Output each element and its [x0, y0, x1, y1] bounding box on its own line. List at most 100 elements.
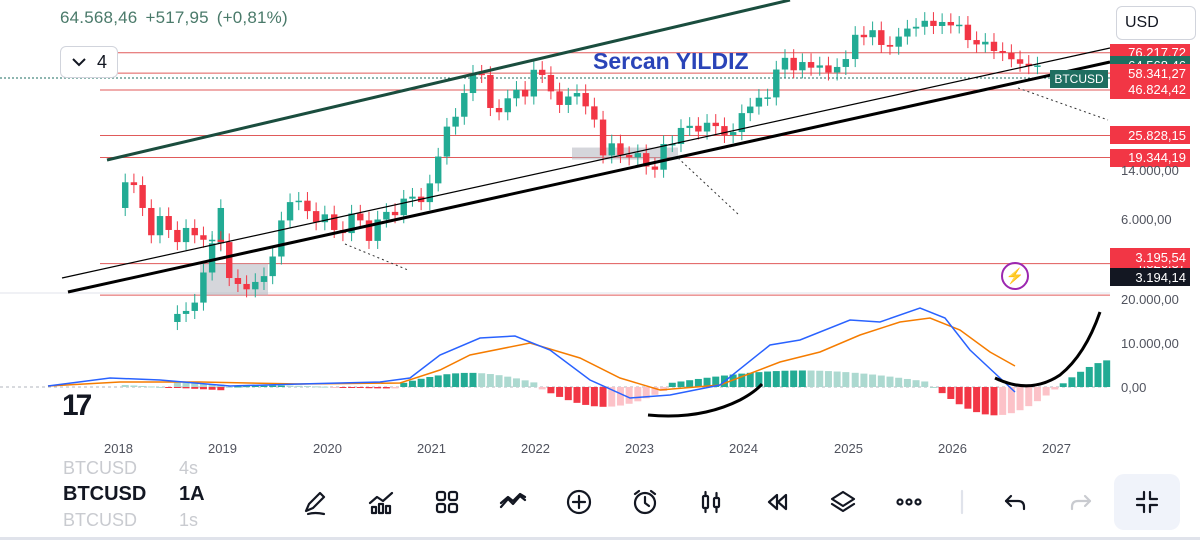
projection-line — [677, 157, 739, 215]
macd-histogram-bar — [886, 376, 894, 387]
candle-body — [599, 119, 607, 156]
macd-histogram-bar — [330, 387, 338, 388]
lightning-icon[interactable]: ⚡ — [1001, 262, 1029, 290]
price-tag: 3.195,54 — [1110, 248, 1190, 266]
replay-button[interactable] — [744, 474, 810, 530]
macd-histogram-bar — [999, 387, 1007, 415]
macd-histogram-bar — [478, 373, 486, 387]
candle-body — [286, 202, 294, 221]
compare-icon — [499, 492, 527, 509]
candle-body — [964, 24, 972, 41]
candle-body — [729, 132, 737, 135]
rewind-icon — [767, 493, 788, 511]
symbol-list-item[interactable]: BTCUSD 1A — [63, 479, 303, 509]
candle-body — [260, 276, 268, 282]
symbol-list-item[interactable]: BTCUSD 1s — [63, 509, 303, 531]
time-axis-label: 2022 — [521, 441, 550, 456]
redo-icon — [1070, 494, 1092, 511]
tradingview-logo: 17 — [62, 389, 92, 422]
alarm-clock-icon — [633, 489, 657, 515]
redo-button[interactable] — [1048, 474, 1114, 530]
currency-selector[interactable]: USD — [1116, 6, 1196, 40]
compare-button[interactable] — [480, 474, 546, 530]
candle-body — [1008, 52, 1015, 60]
candle-body — [148, 207, 155, 236]
macd-histogram-bar — [981, 387, 989, 415]
macd-histogram-bar — [156, 386, 164, 388]
macd-line — [47, 307, 1016, 399]
price-change: +517,95 — [145, 8, 209, 27]
more-button[interactable] — [876, 474, 942, 530]
macd-histogram-bar — [460, 372, 468, 387]
idea-button[interactable] — [1180, 474, 1200, 530]
candle-body — [1016, 59, 1024, 64]
chart-canvas[interactable] — [0, 0, 1200, 470]
symbol-list-item[interactable]: BTCUSD 4s — [63, 457, 303, 479]
candle-body — [921, 20, 928, 27]
candle-body — [234, 278, 242, 284]
candle-body — [625, 155, 633, 158]
templates-button[interactable] — [414, 474, 480, 530]
candle-body — [773, 69, 780, 98]
candle-body — [565, 96, 572, 105]
undo-button[interactable] — [982, 474, 1048, 530]
candle-body — [487, 74, 494, 108]
collapse-button[interactable] — [1114, 474, 1180, 530]
candle-body — [217, 239, 225, 243]
candle-body — [513, 89, 520, 99]
time-axis-label: 2024 — [729, 441, 758, 456]
candle-body — [895, 36, 902, 47]
macd-histogram-bar — [426, 376, 434, 387]
chart-type-button[interactable] — [678, 474, 744, 530]
macd-histogram-bar — [651, 387, 659, 395]
macd-histogram-bar — [798, 370, 806, 387]
bottom-toolbar — [282, 474, 1200, 530]
candle-body — [738, 113, 746, 133]
macd-histogram-bar — [616, 387, 624, 406]
macd-histogram-bar — [199, 383, 207, 387]
add-button[interactable] — [546, 474, 612, 530]
projection-line — [344, 243, 409, 271]
time-axis-label: 2021 — [417, 441, 446, 456]
candles-icon — [701, 490, 721, 514]
candle-body — [208, 243, 216, 273]
price-tag: 19.344,19 — [1110, 148, 1190, 167]
interval-selector[interactable]: 4 — [60, 46, 118, 78]
candle-body — [278, 220, 285, 257]
macd-histogram-bar — [973, 387, 981, 413]
macd-histogram-bar — [269, 385, 277, 387]
macd-histogram-bar — [860, 373, 868, 387]
last-price: 64.568,46 — [60, 8, 138, 27]
price-tag: 25.828,15 — [1110, 126, 1190, 145]
candle-body — [886, 44, 894, 47]
candle-body — [686, 125, 693, 128]
macd-histogram-bar — [365, 387, 373, 389]
candle-body — [582, 93, 589, 107]
candle-body — [435, 156, 442, 184]
macd-histogram-bar — [1042, 387, 1050, 396]
macd-histogram-bar — [382, 387, 390, 389]
macd-histogram-bar — [173, 387, 181, 388]
macd-histogram-bar — [303, 386, 311, 388]
candle-body — [295, 200, 302, 203]
candle-body — [461, 93, 468, 117]
candle-body — [191, 227, 198, 236]
time-axis-label: 2023 — [625, 441, 654, 456]
indicators-button[interactable] — [348, 474, 414, 530]
macd-histogram-bar — [556, 387, 564, 397]
macd-histogram-bar — [642, 387, 650, 399]
layers-icon — [830, 490, 856, 513]
alert-button[interactable] — [612, 474, 678, 530]
candle-body — [1025, 63, 1032, 67]
candle-body — [764, 97, 771, 99]
draw-tool-button[interactable] — [282, 474, 348, 530]
candle-body — [400, 198, 407, 216]
candle-body — [217, 207, 225, 244]
symbol-list[interactable]: BTCUSD 4s BTCUSD 1A BTCUSD 1s — [63, 457, 303, 531]
layers-button[interactable] — [810, 474, 876, 530]
price-change-pct: (+0,81%) — [216, 8, 288, 27]
candle-body — [947, 21, 955, 26]
macd-histogram-bar — [234, 386, 242, 388]
macd-histogram-bar — [182, 382, 190, 387]
candle-body — [677, 127, 685, 144]
